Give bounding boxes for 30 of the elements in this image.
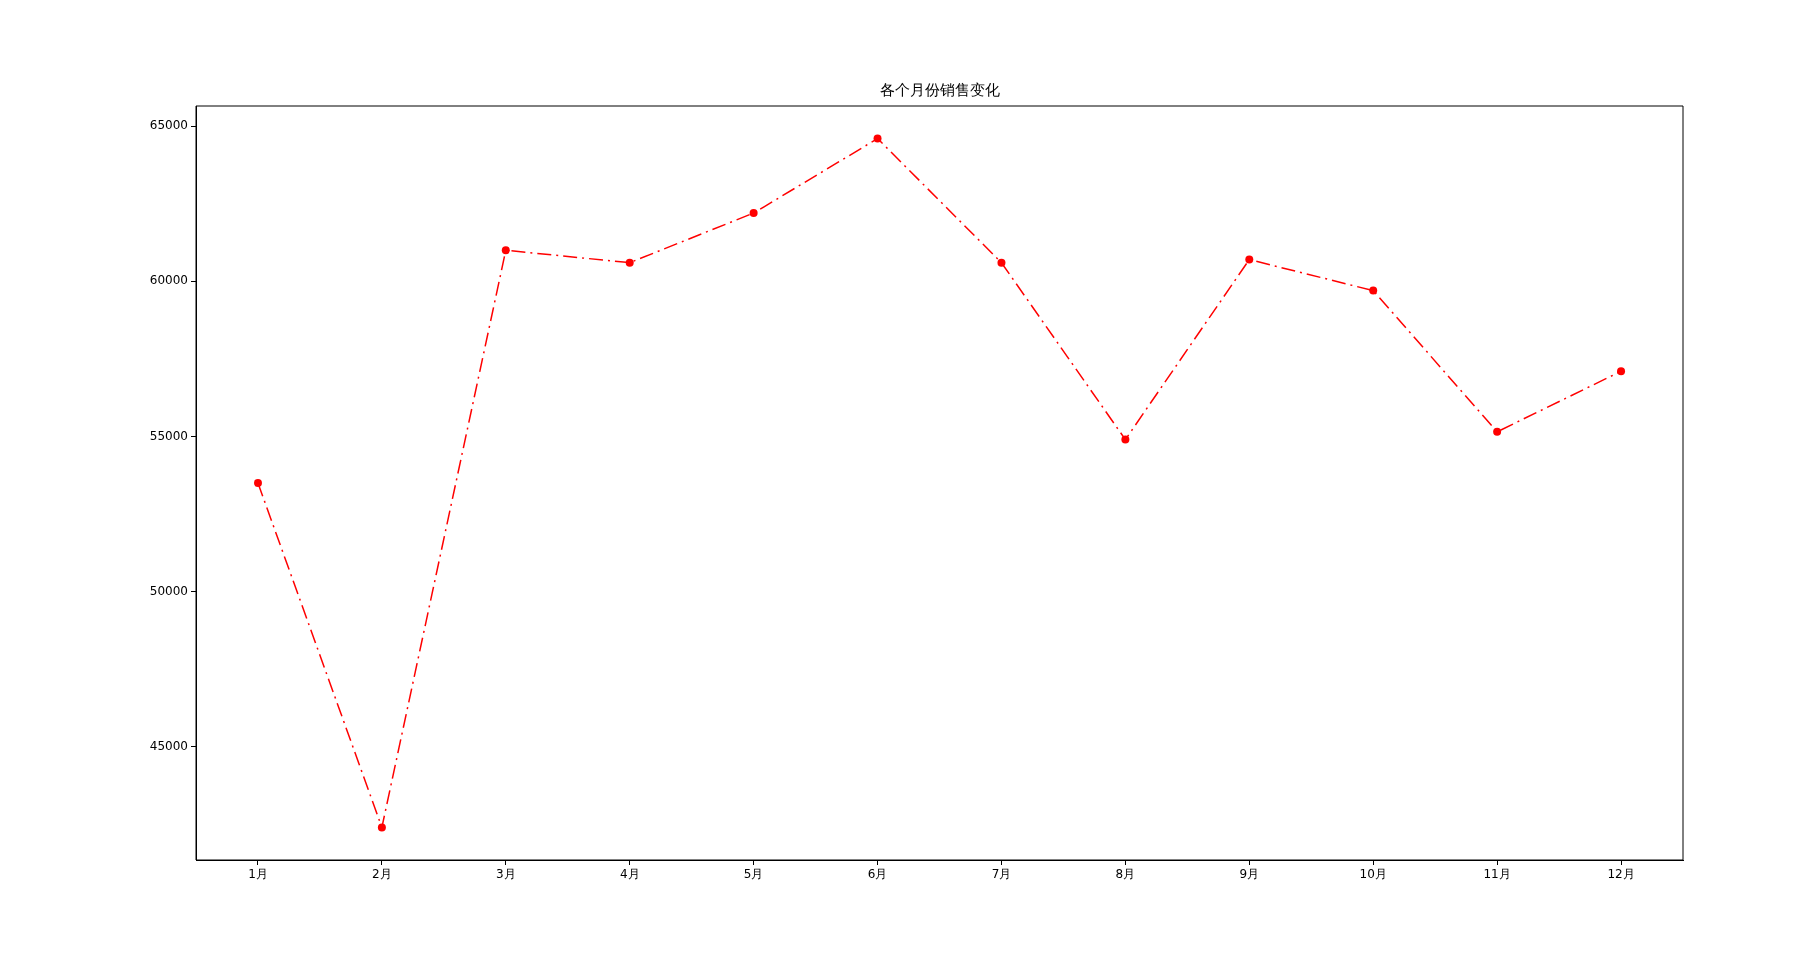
x-tick-label: 5月 xyxy=(743,867,764,882)
y-tick-label: 50000 xyxy=(149,583,188,598)
point xyxy=(1121,435,1130,444)
y-tick-label: 55000 xyxy=(149,428,188,443)
point xyxy=(1245,255,1254,264)
point xyxy=(1493,427,1502,436)
y-tick-label: 45000 xyxy=(149,738,188,753)
point xyxy=(377,823,386,832)
x-tick-label: 6月 xyxy=(867,867,888,882)
point xyxy=(625,258,634,267)
x-tick-label: 3月 xyxy=(495,867,516,882)
chart-title: 各个月份销售变化 xyxy=(879,81,1000,100)
point xyxy=(1617,367,1626,376)
x-tick-label: 11月 xyxy=(1483,867,1511,882)
y-tick-label: 65000 xyxy=(149,118,188,133)
point xyxy=(997,258,1006,267)
x-tick-label: 2月 xyxy=(372,867,392,882)
y-tick-label: 60000 xyxy=(149,273,188,288)
point xyxy=(749,209,758,218)
point xyxy=(253,479,262,487)
x-tick-label: 10月 xyxy=(1359,867,1387,882)
point xyxy=(873,134,882,143)
x-tick-label: 8月 xyxy=(1115,867,1136,882)
x-tick-label: 7月 xyxy=(991,867,1012,882)
x-tick-label: 9月 xyxy=(1239,867,1260,882)
x-tick-label: 4月 xyxy=(619,867,640,882)
point xyxy=(1369,286,1378,295)
x-tick-label: 1月 xyxy=(248,867,268,882)
point xyxy=(501,246,510,255)
x-tick-label: 12月 xyxy=(1607,867,1635,882)
